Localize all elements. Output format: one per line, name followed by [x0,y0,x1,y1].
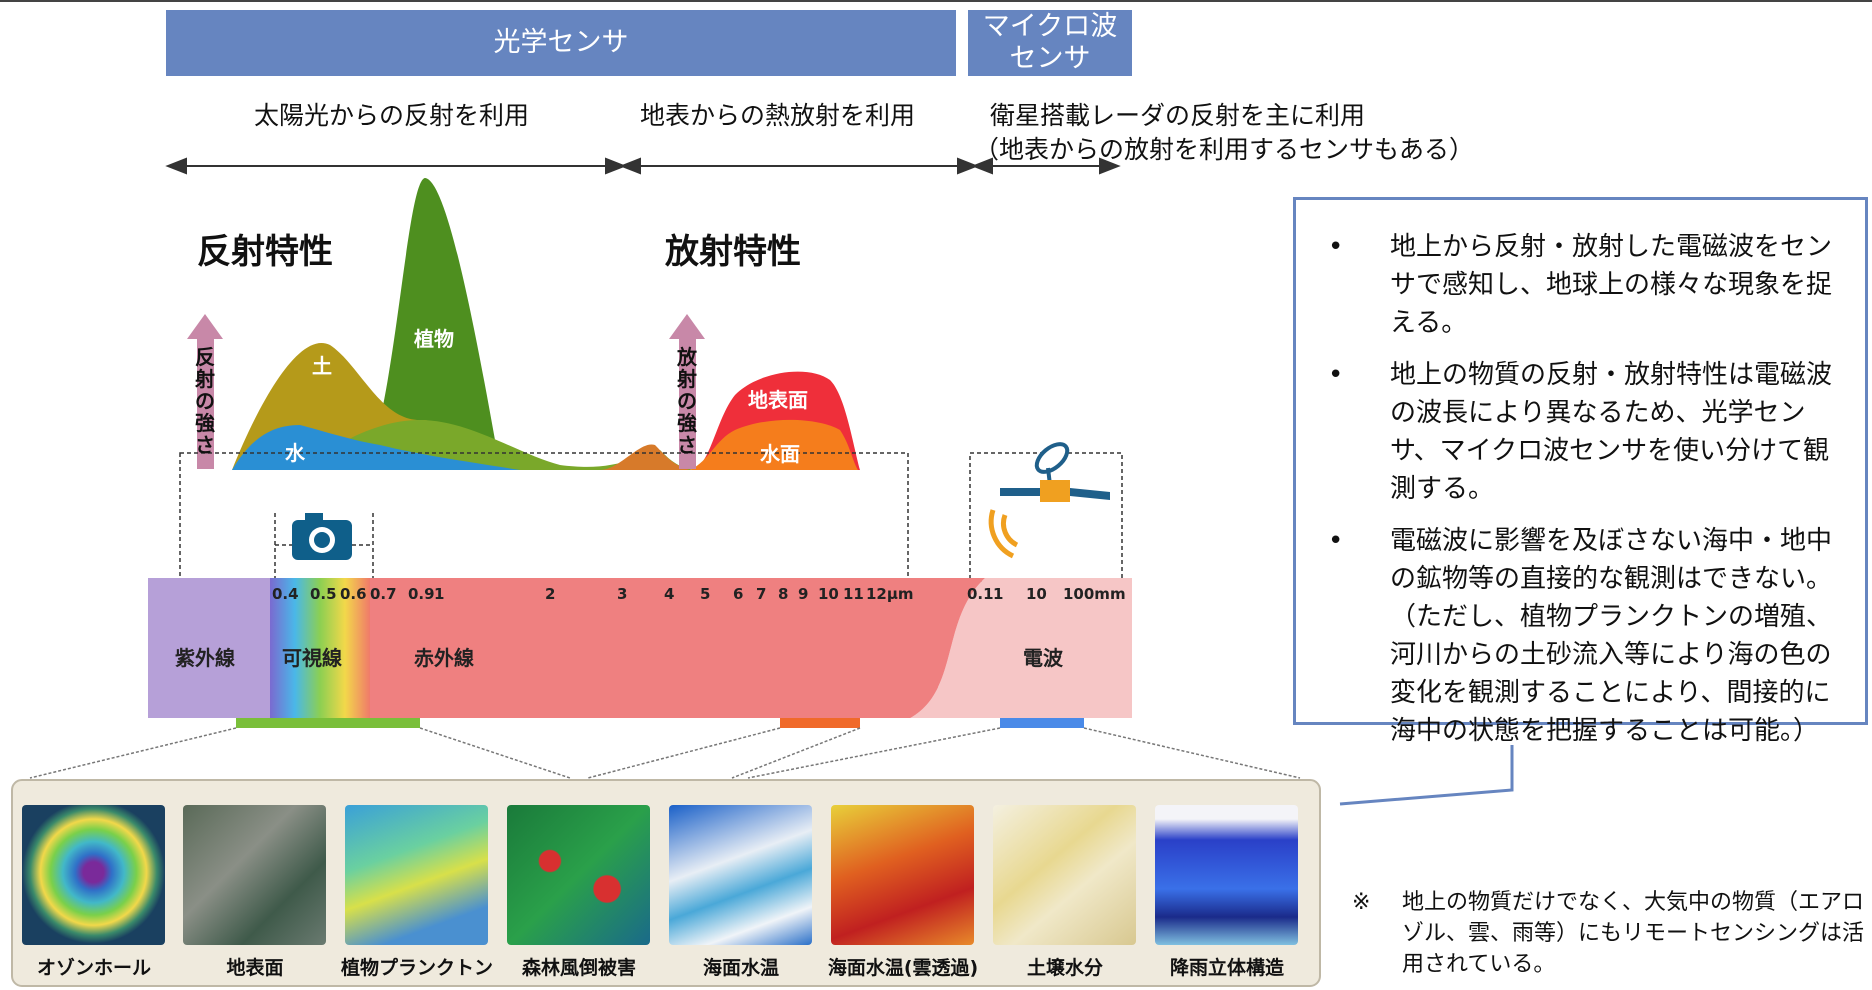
footnote: ※ 地上の物質だけでなく、大気中の物質（エアロゾル、雲、雨等）にもリモートセンシ… [1352,887,1864,980]
satellite-icon [988,442,1110,559]
land-surface-image [183,805,326,945]
range-arrows [165,157,1121,175]
optical-sensor-header: 光学センサ [166,10,956,76]
info-item: 電磁波に影響を及ぼさない海中・地中の鉱物等の直接的な観測はできない。（ただし、植… [1328,522,1845,750]
tick-label: 2 [545,585,556,603]
radar-caption-1: 衛星搭載レーダの反射を主に利用 [990,101,1366,130]
info-item: 地上の物質の反射・放射特性は電磁波の波長により異なるため、光学センサ、マイクロ波… [1328,356,1845,508]
tick-label: 0.9 [408,585,435,603]
tick-label: 0.7 [370,585,397,603]
image-caption: 海面水温(雲透過) [827,957,979,979]
thermal-connector [780,718,860,728]
visible-band [270,578,370,718]
radar-caption-2: （地表からの放射を利用するセンサもある） [974,135,1475,164]
rain-structure-image [1155,805,1298,945]
soil-label: 土 [312,354,332,378]
water-surface-curve [690,419,858,470]
phytoplankton-image [345,805,488,945]
tick-label: 4 [664,585,675,603]
image-caption: 植物プランクトン [340,957,493,979]
optical-sensor-label: 光学センサ [493,27,629,58]
forest-damage-image [507,805,650,945]
emit-title: 放射特性 [665,232,801,272]
reflect-title: 反射特性 [197,232,333,272]
camera-icon [292,513,352,560]
visible-band-label: 可視線 [282,646,342,670]
soil-moisture-image [993,805,1136,945]
image-caption: 地表面 [226,957,284,979]
uv-band-label: 紫外線 [175,646,235,670]
sea-temp-cloud-image [831,805,974,945]
info-connector [1339,745,1514,806]
image-caption: オゾンホール [36,957,151,979]
info-item: 地上から反射・放射した電磁波をセンサで感知し、地球上の様々な現象を捉える。 [1328,228,1845,342]
sea-temp-image [669,805,812,945]
reflect-arrow-label: 反射の強さ [195,345,215,457]
tick-label: 10 [1026,585,1047,603]
info-list: 地上から反射・放射した電磁波をセンサで感知し、地球上の様々な現象を捉える。 地上… [1296,200,1865,750]
microwave-sensor-header: マイクロ波 センサ [968,10,1132,76]
thermal-caption: 地表からの熱放射を利用 [640,101,916,130]
info-box: 地上から反射・放射した電磁波をセンサで感知し、地球上の様々な現象を捉える。 地上… [1293,197,1868,746]
ozone-hole-image [22,805,165,945]
uv-band [148,578,270,718]
tick-label: 100mm [1063,585,1126,603]
water-surface-label: 水面 [760,442,800,466]
radio-band [910,578,1132,718]
tick-label: 1 [434,585,445,603]
tick-label: 12μm [866,585,914,603]
thermal-small-curve [600,444,690,470]
tick-label: 0.5 [310,585,337,603]
tick-label: 0.4 [272,585,299,603]
tick-label: 11 [843,585,864,603]
optical-connector [236,718,420,728]
emit-arrow-label: 放射の強さ [677,345,697,457]
tick-label: 3 [617,585,628,603]
plant-label: 植物 [414,327,454,351]
image-caption: 降雨立体構造 [1169,957,1284,979]
footnote-mark: ※ [1352,890,1371,915]
tick-label: 8 [778,585,789,603]
tick-label: 1 [993,585,1004,603]
water-curve [232,425,520,470]
tick-label: 0.1 [967,585,994,603]
microwave-sensor-label: マイクロ波 センサ [982,11,1118,74]
ir-band [370,578,938,718]
tick-label: 0.6 [340,585,367,603]
radio-band-label: 電波 [1023,646,1063,670]
connector-lines [29,727,1301,779]
image-caption: 森林風倒被害 [521,957,636,979]
tick-label: 6 [733,585,744,603]
top-rule [0,0,1872,2]
ir-band-label: 赤外線 [414,646,474,670]
image-caption: 海面水温 [702,957,779,979]
reflect-intensity-arrow [187,314,223,469]
emit-intensity-arrow [669,314,705,469]
tick-label: 9 [798,585,809,603]
image-caption: 土壌水分 [1026,957,1103,979]
tick-label: 7 [756,585,767,603]
water-label: 水 [285,441,305,465]
tick-label: 10 [818,585,839,603]
footnote-text: 地上の物質だけでなく、大気中の物質（エアロゾル、雲、雨等）にもリモートセンシング… [1402,890,1865,977]
solar-caption: 太陽光からの反射を利用 [254,101,530,130]
ir-radio-transition [900,578,985,718]
ground-label: 地表面 [748,388,808,412]
tick-label: 5 [700,585,711,603]
microwave-connector [1000,718,1084,728]
plant-curve [232,178,600,470]
